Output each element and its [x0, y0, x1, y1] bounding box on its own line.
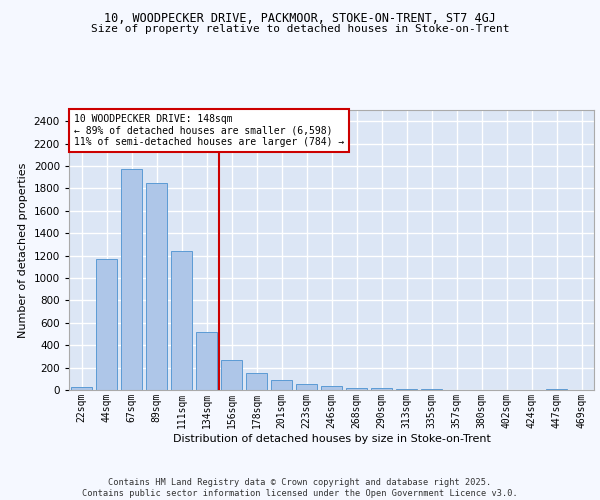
Bar: [71, 387, 92, 390]
Bar: [196, 332, 217, 390]
Text: Size of property relative to detached houses in Stoke-on-Trent: Size of property relative to detached ho…: [91, 24, 509, 34]
Text: Contains HM Land Registry data © Crown copyright and database right 2025.
Contai: Contains HM Land Registry data © Crown c…: [82, 478, 518, 498]
X-axis label: Distribution of detached houses by size in Stoke-on-Trent: Distribution of detached houses by size …: [173, 434, 490, 444]
Bar: [296, 384, 317, 390]
Text: 10, WOODPECKER DRIVE, PACKMOOR, STOKE-ON-TRENT, ST7 4GJ: 10, WOODPECKER DRIVE, PACKMOOR, STOKE-ON…: [104, 12, 496, 26]
Bar: [96, 259, 117, 390]
Bar: [146, 183, 167, 390]
Bar: [121, 170, 142, 390]
Text: 10 WOODPECKER DRIVE: 148sqm
← 89% of detached houses are smaller (6,598)
11% of : 10 WOODPECKER DRIVE: 148sqm ← 89% of det…: [74, 114, 344, 148]
Bar: [171, 251, 192, 390]
Bar: [271, 380, 292, 390]
Bar: [371, 388, 392, 390]
Y-axis label: Number of detached properties: Number of detached properties: [18, 162, 28, 338]
Bar: [346, 388, 367, 390]
Bar: [221, 360, 242, 390]
Bar: [321, 386, 342, 390]
Bar: [246, 372, 267, 390]
Bar: [546, 389, 567, 390]
